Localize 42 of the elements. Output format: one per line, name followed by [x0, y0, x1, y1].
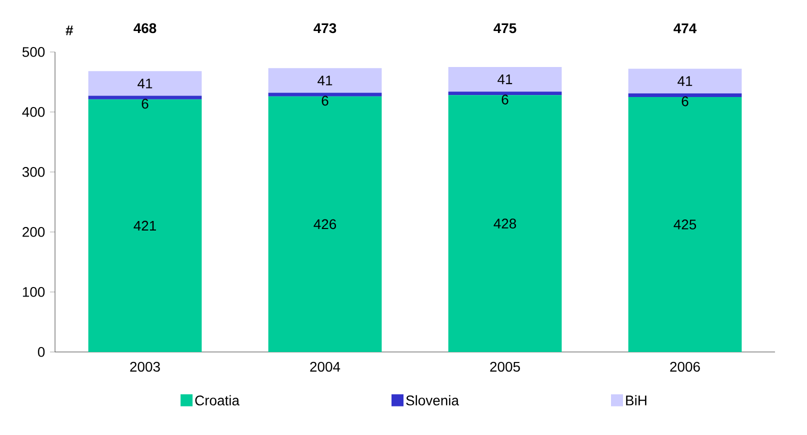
x-tick-label: 2006	[670, 362, 700, 372]
legend-label: Slovenia	[406, 395, 459, 406]
data-label: 6	[682, 96, 688, 106]
x-tick-label: 2004	[310, 362, 340, 372]
bar	[628, 93, 742, 97]
data-label: 41	[678, 76, 692, 86]
data-label: 421	[134, 220, 156, 231]
bar	[448, 92, 562, 96]
bar	[268, 68, 382, 93]
bar	[448, 66, 562, 92]
y-tick-label: 100	[22, 287, 45, 297]
data-label: 6	[502, 94, 508, 104]
data-label: 41	[138, 78, 152, 88]
total-label: 475	[494, 23, 516, 34]
data-label: 41	[318, 76, 332, 86]
y-tick-label: 400	[22, 107, 45, 117]
bar	[88, 71, 202, 96]
bar	[88, 96, 202, 100]
bar	[628, 96, 742, 352]
data-label: 41	[498, 74, 512, 84]
y-tick-label: 0	[38, 347, 45, 357]
bar	[628, 68, 742, 94]
x-tick-label: 2005	[490, 362, 520, 372]
y-axis-title: #	[66, 26, 74, 36]
total-label: 468	[134, 23, 156, 34]
data-label: 6	[322, 96, 328, 106]
legend-label: BiH	[626, 395, 646, 406]
data-label: 426	[314, 219, 336, 230]
y-tick-label: 500	[22, 47, 45, 57]
data-label: 428	[494, 218, 516, 229]
bar	[268, 96, 382, 352]
data-label: 425	[674, 220, 696, 230]
bar	[268, 92, 382, 96]
total-label: 474	[674, 24, 697, 34]
bar	[448, 95, 562, 352]
total-label: 473	[314, 23, 336, 34]
y-tick-label: 300	[22, 167, 45, 177]
y-tick-label: 200	[22, 227, 45, 237]
data-label: 6	[142, 98, 148, 109]
legend-label: Croatia	[195, 395, 240, 406]
x-tick-label: 2003	[130, 362, 160, 372]
bar	[88, 99, 202, 352]
